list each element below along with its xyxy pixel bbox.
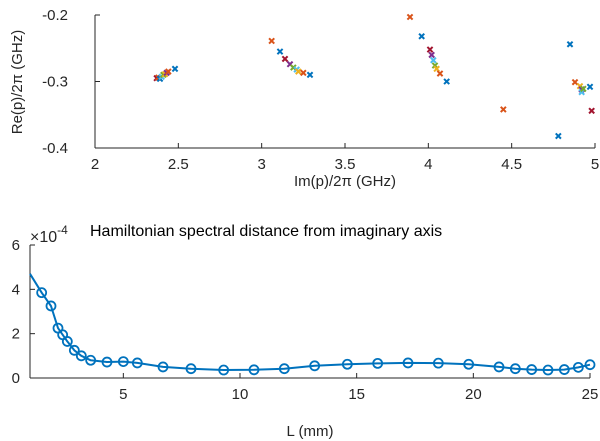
line-xtick-label: 10 <box>232 386 249 403</box>
line-ytick-label: 0 <box>12 370 20 387</box>
series-marker <box>309 360 321 372</box>
scatter-point <box>588 107 595 115</box>
series-marker <box>584 359 596 371</box>
scatter-point <box>431 62 439 69</box>
scatter-point <box>555 132 562 140</box>
scatter-point <box>165 68 172 75</box>
line-xtick-label: 20 <box>465 386 482 403</box>
series-marker <box>185 363 197 375</box>
scatter-point <box>566 40 574 48</box>
series-marker <box>432 357 444 369</box>
scatter-point <box>436 70 444 77</box>
series-marker <box>45 300 57 312</box>
scatter-point <box>406 13 414 21</box>
series-marker <box>341 358 353 370</box>
scatter-point <box>295 68 302 75</box>
series-marker <box>402 357 414 369</box>
scatter-ytick-label: -0.4 <box>42 140 68 157</box>
series-marker <box>218 364 230 376</box>
scatter-point <box>306 71 314 79</box>
scatter-xtick-label: 3 <box>257 156 265 173</box>
line-xtick-label: 25 <box>582 386 599 403</box>
series-line <box>29 273 591 371</box>
series-marker <box>68 344 80 356</box>
scatter-xtick-label: 2 <box>91 156 99 173</box>
scatter-ytick-label: -0.3 <box>42 74 68 91</box>
line-ytick-label: 2 <box>12 326 20 343</box>
scatter-point <box>281 55 289 63</box>
scatter-xtick-label: 3.5 <box>335 156 356 173</box>
series-marker <box>157 361 169 373</box>
series-marker <box>572 361 584 373</box>
scatter-xtick-label: 5 <box>591 156 599 173</box>
scatter-ylabel: Re(p)/2π (GHz) <box>9 30 26 135</box>
series-marker <box>36 287 48 299</box>
series-marker <box>101 356 113 368</box>
series-marker <box>526 364 538 375</box>
scatter-point <box>580 85 587 93</box>
series-marker <box>542 364 554 376</box>
series-marker <box>278 363 290 375</box>
line-y-multiplier: ×10-4 <box>30 223 68 246</box>
line-ytick-label: 4 <box>12 281 20 298</box>
line-xlabel: L (mm) <box>287 423 334 440</box>
scatter-point <box>268 37 275 45</box>
scatter-point <box>586 83 594 91</box>
scatter-point <box>418 32 425 40</box>
scatter-point <box>578 88 585 96</box>
line-ytick-label: 6 <box>12 237 20 254</box>
scatter-point <box>426 46 434 53</box>
scatter-plot: 2 2.5 3 3.5 4 4.5 5 -0.2 -0.3 -0.4 Im(p)/2π (GHz)… <box>9 7 599 190</box>
series-marker <box>509 363 521 375</box>
line-y-multiplier-base: ×10 <box>30 229 57 246</box>
scatter-point <box>430 56 437 64</box>
series-marker <box>248 364 260 376</box>
scatter-xtick-label: 4 <box>424 156 432 173</box>
scatter-point <box>571 78 579 86</box>
series-marker <box>493 361 505 373</box>
line-xtick-label: 15 <box>348 386 365 403</box>
line-xtick-label: 5 <box>119 386 127 403</box>
scatter-point <box>276 48 284 55</box>
scatter-point <box>428 51 435 59</box>
scatter-xtick-label: 4.5 <box>501 156 522 173</box>
series-marker <box>75 350 87 362</box>
series-marker <box>372 357 384 369</box>
series-marker <box>463 358 475 370</box>
line-title: Hamiltonian spectral distance from imagi… <box>90 223 442 240</box>
scatter-point <box>443 78 450 85</box>
series-marker <box>558 364 570 375</box>
scatter-xlabel: Im(p)/2π (GHz) <box>294 173 396 190</box>
series-marker <box>61 336 73 347</box>
series-marker <box>85 354 97 366</box>
scatter-point <box>171 65 179 73</box>
scatter-ytick-label: -0.2 <box>42 7 68 24</box>
line-plot: 5 10 15 20 25 0 2 4 6 Hamiltonian spectral dista… <box>12 223 599 440</box>
series-marker <box>131 357 143 369</box>
scatter-xtick-label: 2.5 <box>168 156 189 173</box>
scatter-point <box>500 106 507 113</box>
series-marker <box>117 356 129 367</box>
line-y-multiplier-exp: -4 <box>57 223 68 237</box>
scatter-point <box>300 69 307 77</box>
